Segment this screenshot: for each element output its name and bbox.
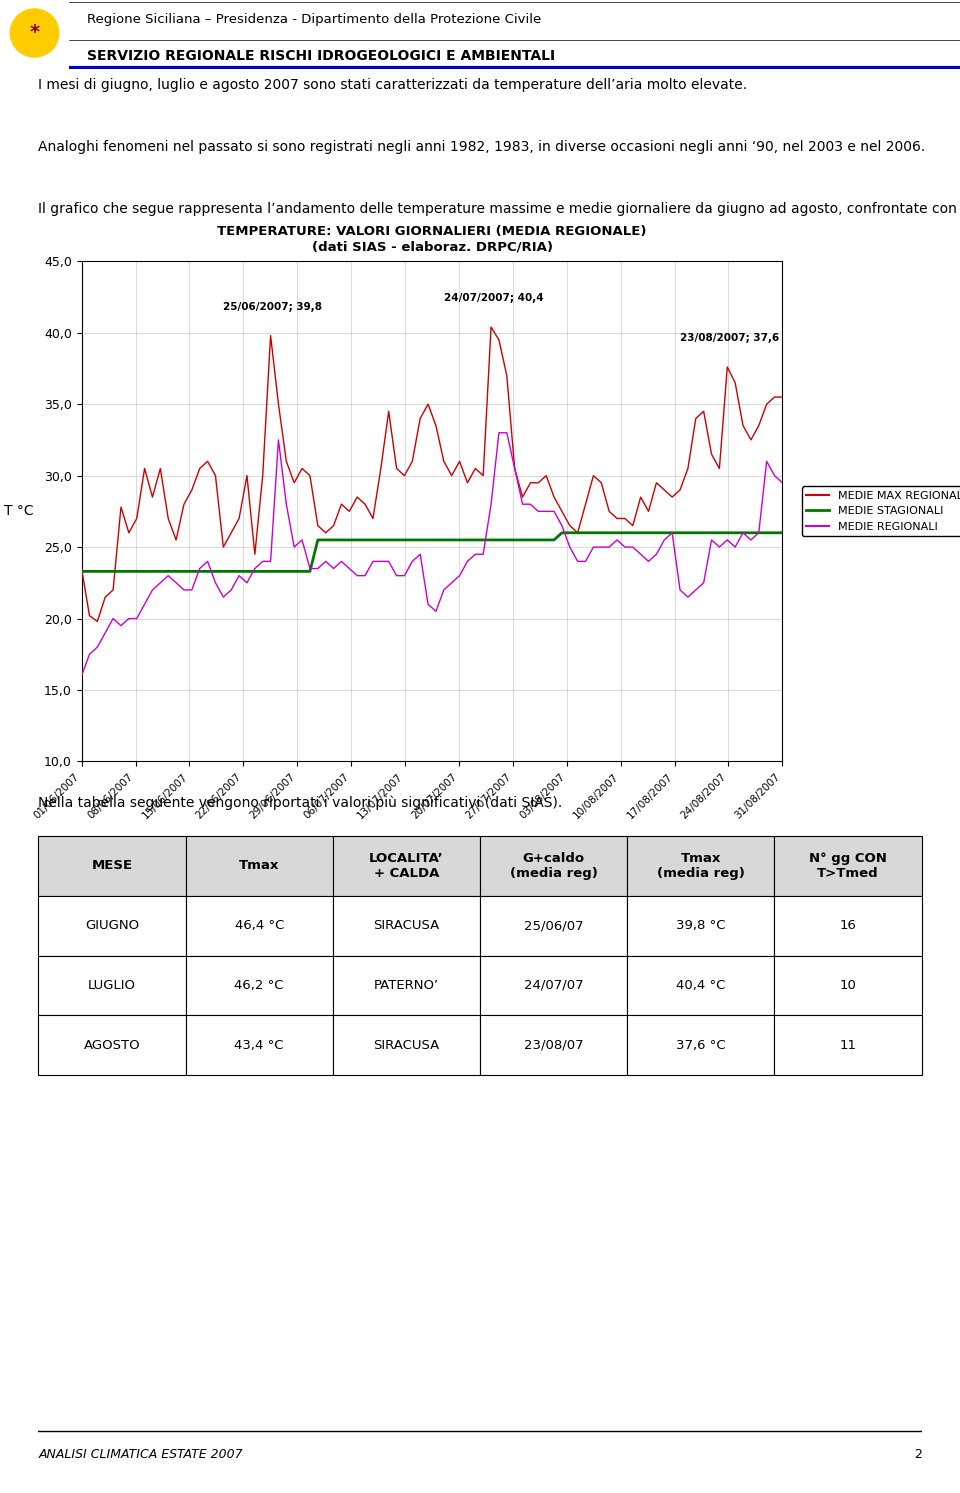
Text: Analoghi fenomeni nel passato si sono registrati negli anni 1982, 1983, in diver: Analoghi fenomeni nel passato si sono re… xyxy=(38,140,925,154)
Legend: MEDIE MAX REGIONALI, MEDIE STAGIONALI, MEDIE REGIONALI: MEDIE MAX REGIONALI, MEDIE STAGIONALI, M… xyxy=(802,487,960,536)
Text: 25/06/2007; 39,8: 25/06/2007; 39,8 xyxy=(224,302,323,312)
Text: Il grafico che segue rappresenta l’andamento delle temperature massime e medie g: Il grafico che segue rappresenta l’andam… xyxy=(38,202,960,215)
Text: Regione Siciliana – Presidenza - Dipartimento della Protezione Civile: Regione Siciliana – Presidenza - Diparti… xyxy=(87,13,541,25)
Y-axis label: T °C: T °C xyxy=(4,505,34,518)
Text: *: * xyxy=(30,24,39,42)
Title: TEMPERATURE: VALORI GIORNALIERI (MEDIA REGIONALE)
(dati SIAS - elaboraz. DRPC/RI: TEMPERATURE: VALORI GIORNALIERI (MEDIA R… xyxy=(217,225,647,254)
Text: ANALISI CLIMATICA ESTATE 2007: ANALISI CLIMATICA ESTATE 2007 xyxy=(38,1448,243,1462)
Text: 24/07/2007; 40,4: 24/07/2007; 40,4 xyxy=(444,293,543,303)
Text: 2: 2 xyxy=(914,1448,922,1462)
Text: SERVIZIO REGIONALE RISCHI IDROGEOLOGICI E AMBIENTALI: SERVIZIO REGIONALE RISCHI IDROGEOLOGICI … xyxy=(87,49,555,63)
Circle shape xyxy=(11,9,59,57)
Text: 23/08/2007; 37,6: 23/08/2007; 37,6 xyxy=(680,333,780,343)
Text: Nella tabella seguente vengono riportati i valori più significativi (dati SIAS).: Nella tabella seguente vengono riportati… xyxy=(38,796,563,809)
Text: I mesi di giugno, luglio e agosto 2007 sono stati caratterizzati da temperature : I mesi di giugno, luglio e agosto 2007 s… xyxy=(38,78,748,93)
